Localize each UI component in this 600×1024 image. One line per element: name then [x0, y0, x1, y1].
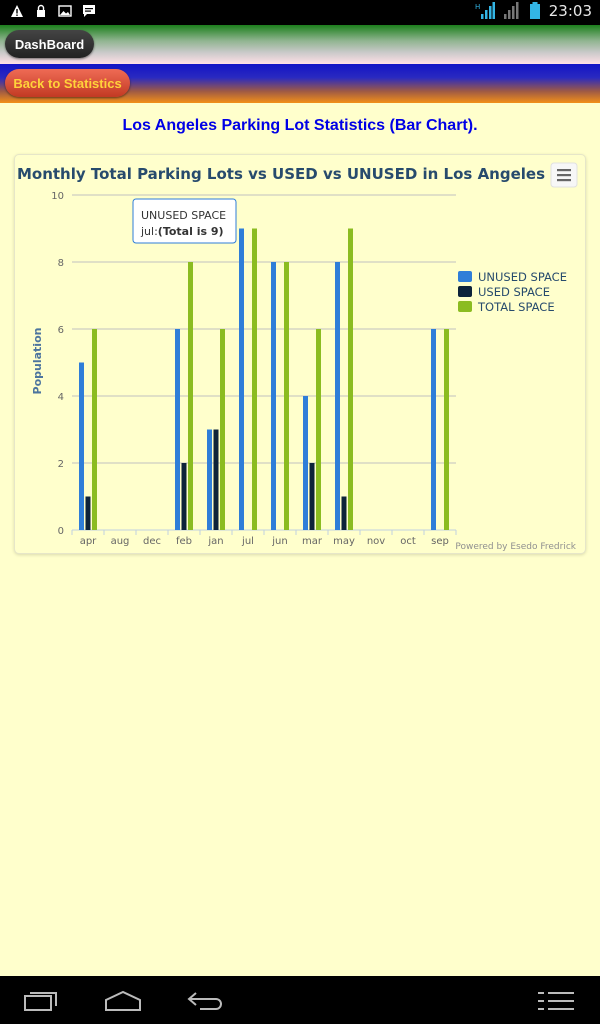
bar[interactable] [220, 329, 225, 530]
bar[interactable] [335, 262, 340, 530]
bar[interactable] [175, 329, 180, 530]
legend-item[interactable]: UNUSED SPACE [478, 270, 567, 284]
recent-apps-icon[interactable] [24, 990, 58, 1012]
bar[interactable] [316, 329, 321, 530]
x-tick-label: mar [302, 536, 323, 547]
x-tick-label: may [333, 536, 355, 547]
bar[interactable] [207, 429, 212, 531]
x-tick-label: apr [80, 536, 97, 547]
clock: 23:03 [548, 2, 592, 20]
bar[interactable] [239, 228, 244, 531]
menu-icon [557, 169, 571, 182]
bar[interactable] [79, 362, 84, 531]
overflow-menu-icon[interactable] [538, 990, 574, 1012]
x-tick-label: nov [367, 536, 385, 547]
tooltip-body: jul:(Total is 9) [140, 225, 224, 238]
lock-icon [37, 4, 45, 17]
x-tick-label: dec [143, 536, 161, 547]
chat-icon [83, 5, 95, 17]
back-to-statistics-button[interactable]: Back to Statistics [5, 69, 130, 97]
legend-item[interactable]: TOTAL SPACE [477, 300, 555, 314]
y-tick-label: 6 [58, 325, 64, 336]
svg-text:H: H [475, 3, 480, 11]
bar[interactable] [303, 396, 308, 530]
bar[interactable] [92, 329, 97, 530]
x-tick-label: oct [400, 536, 416, 547]
y-tick-label: 8 [58, 258, 64, 269]
image-icon [58, 5, 72, 17]
x-tick-label: sep [431, 536, 449, 547]
x-tick-label: jun [271, 536, 287, 547]
legend-item[interactable]: USED SPACE [478, 285, 550, 299]
y-axis-label: Population [31, 328, 44, 395]
x-tick-label: aug [111, 536, 130, 547]
bar[interactable] [444, 329, 449, 530]
bar[interactable] [252, 228, 257, 531]
bar[interactable] [309, 463, 315, 530]
y-tick-label: 4 [58, 392, 64, 403]
bar[interactable] [188, 262, 193, 530]
legend-swatch[interactable] [458, 271, 472, 282]
tooltip-prefix: jul: [140, 225, 158, 238]
legend-swatch[interactable] [458, 301, 472, 312]
bar[interactable] [284, 262, 289, 530]
legend-swatch[interactable] [458, 286, 472, 297]
bar[interactable] [271, 262, 276, 530]
nav-bar [0, 976, 600, 1024]
warning-icon [11, 5, 23, 17]
y-tick-label: 10 [51, 191, 64, 202]
y-tick-label: 2 [58, 459, 64, 470]
dashboard-button[interactable]: DashBoard [5, 30, 94, 58]
header-bar [0, 25, 600, 64]
home-icon[interactable] [104, 990, 142, 1012]
tooltip-title: UNUSED SPACE [141, 209, 226, 222]
chart-title: Monthly Total Parking Lots vs USED vs UN… [17, 165, 545, 183]
bar[interactable] [181, 463, 187, 530]
back-icon[interactable] [186, 990, 226, 1012]
page-title: Los Angeles Parking Lot Statistics (Bar … [122, 117, 478, 134]
plot-area: 0 2 4 6 8 10 apr aug dec feb jan jul jun mar may nov oct… [51, 191, 457, 547]
x-tick-label: feb [176, 536, 192, 547]
signal-icon [503, 2, 519, 19]
credits[interactable]: Powered by Esedo Fredrick [455, 542, 576, 552]
bar[interactable] [213, 429, 219, 531]
x-tick-label: jul [241, 536, 254, 547]
y-tick-label: 0 [58, 526, 64, 537]
bar[interactable] [348, 228, 353, 531]
bar-chart: Monthly Total Parking Lots vs USED vs UN… [17, 162, 578, 552]
tooltip: UNUSED SPACE jul:(Total is 9) [132, 198, 237, 244]
bar[interactable] [431, 329, 436, 530]
chart-menu-button[interactable] [550, 162, 578, 188]
hplus-signal-icon: H [475, 2, 495, 19]
tooltip-value: (Total is 9) [158, 225, 224, 238]
chart-container: Monthly Total Parking Lots vs USED vs UN… [14, 154, 586, 554]
battery-icon [529, 2, 540, 19]
status-bar: H 23:03 [0, 0, 600, 25]
bar[interactable] [85, 496, 91, 531]
bar[interactable] [341, 496, 347, 531]
x-tick-label: jan [207, 536, 223, 547]
